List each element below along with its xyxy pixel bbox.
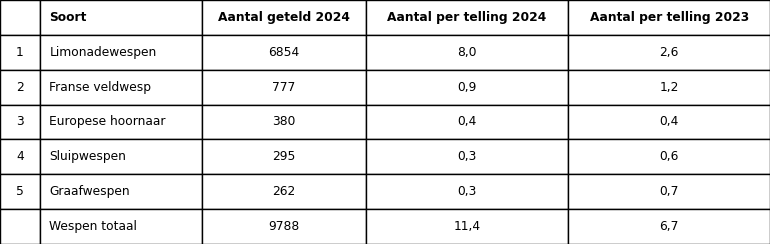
Bar [40, 139, 202, 174]
Bar [0, 0, 40, 35]
Text: 3: 3 [16, 115, 24, 129]
Bar [202, 105, 366, 139]
Text: Europese hoornaar: Europese hoornaar [49, 115, 166, 129]
Bar [202, 35, 366, 70]
Bar [366, 139, 568, 174]
Text: 2,6: 2,6 [659, 46, 679, 59]
Bar [568, 209, 770, 244]
Bar [40, 174, 202, 209]
Text: 1,2: 1,2 [659, 81, 679, 94]
Text: 0,6: 0,6 [659, 150, 679, 163]
Text: 777: 777 [272, 81, 296, 94]
Text: Graafwespen: Graafwespen [49, 185, 130, 198]
Text: 0,4: 0,4 [659, 115, 679, 129]
Text: 6854: 6854 [268, 46, 300, 59]
Text: Soort: Soort [49, 11, 87, 24]
Text: 295: 295 [272, 150, 296, 163]
Text: 1: 1 [16, 46, 24, 59]
Bar [202, 174, 366, 209]
Text: 6,7: 6,7 [659, 220, 679, 233]
Text: 0,9: 0,9 [457, 81, 477, 94]
Text: 9788: 9788 [268, 220, 300, 233]
Text: Wespen totaal: Wespen totaal [49, 220, 137, 233]
Text: 262: 262 [272, 185, 296, 198]
Text: Franse veldwesp: Franse veldwesp [49, 81, 151, 94]
Bar [202, 0, 366, 35]
Bar [366, 105, 568, 139]
Text: Limonadewespen: Limonadewespen [49, 46, 156, 59]
Bar [40, 0, 202, 35]
Bar [202, 209, 366, 244]
Bar [0, 105, 40, 139]
Text: Aantal per telling 2023: Aantal per telling 2023 [590, 11, 748, 24]
Text: 4: 4 [16, 150, 24, 163]
Text: Aantal geteld 2024: Aantal geteld 2024 [218, 11, 350, 24]
Text: 0,3: 0,3 [457, 150, 477, 163]
Bar [40, 70, 202, 105]
Text: 0,3: 0,3 [457, 185, 477, 198]
Bar [568, 70, 770, 105]
Bar [366, 174, 568, 209]
Bar [366, 35, 568, 70]
Bar [568, 0, 770, 35]
Text: 11,4: 11,4 [454, 220, 480, 233]
Text: Aantal per telling 2024: Aantal per telling 2024 [387, 11, 547, 24]
Bar [0, 139, 40, 174]
Text: 0,4: 0,4 [457, 115, 477, 129]
Bar [40, 35, 202, 70]
Text: Sluipwespen: Sluipwespen [49, 150, 126, 163]
Bar [202, 139, 366, 174]
Bar [40, 105, 202, 139]
Text: 8,0: 8,0 [457, 46, 477, 59]
Bar [202, 70, 366, 105]
Text: 380: 380 [272, 115, 296, 129]
Bar [568, 105, 770, 139]
Text: 2: 2 [16, 81, 24, 94]
Bar [40, 209, 202, 244]
Bar [568, 174, 770, 209]
Text: 0,7: 0,7 [659, 185, 679, 198]
Bar [366, 209, 568, 244]
Bar [568, 35, 770, 70]
Bar [0, 35, 40, 70]
Bar [366, 0, 568, 35]
Bar [0, 209, 40, 244]
Text: 5: 5 [16, 185, 24, 198]
Bar [568, 139, 770, 174]
Bar [0, 174, 40, 209]
Bar [366, 70, 568, 105]
Bar [0, 70, 40, 105]
